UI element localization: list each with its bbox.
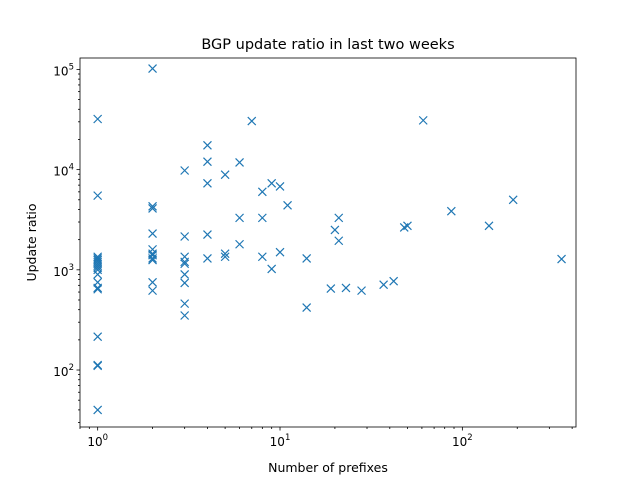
data-point xyxy=(357,286,366,296)
data-point xyxy=(180,278,190,288)
data-point xyxy=(203,230,212,239)
x-axis-label: Number of prefixes xyxy=(268,460,388,475)
data-point xyxy=(148,277,157,287)
data-point xyxy=(93,263,103,273)
data-point xyxy=(93,261,103,271)
data-point xyxy=(302,253,312,263)
data-point xyxy=(341,283,351,293)
data-point xyxy=(235,239,244,249)
data-point xyxy=(267,264,277,274)
y-tick-label: 102 xyxy=(53,363,74,379)
data-point xyxy=(203,178,212,188)
data-point xyxy=(148,286,157,296)
y-tick-label: 103 xyxy=(53,263,74,279)
data-point xyxy=(235,157,244,167)
data-point xyxy=(180,257,190,267)
data-point xyxy=(257,252,267,262)
data-point xyxy=(267,178,277,188)
data-point xyxy=(283,200,292,210)
data-point xyxy=(93,284,103,294)
data-point xyxy=(180,259,190,269)
data-point xyxy=(203,140,212,150)
data-point xyxy=(180,311,190,320)
x-tick-label: 102 xyxy=(452,433,473,449)
data-point xyxy=(220,249,230,259)
plot-frame xyxy=(79,57,577,428)
x-tick-label: 100 xyxy=(87,433,108,449)
data-point xyxy=(235,213,244,223)
data-point xyxy=(203,157,212,167)
data-point xyxy=(508,195,518,205)
data-points xyxy=(93,64,566,415)
data-point xyxy=(446,206,456,216)
data-point xyxy=(180,166,190,175)
data-point xyxy=(148,255,157,265)
data-point xyxy=(93,361,103,371)
data-point xyxy=(148,201,157,211)
y-tick-label: 104 xyxy=(53,163,74,179)
data-point xyxy=(302,303,312,312)
data-point xyxy=(148,229,157,238)
x-tick-label: 101 xyxy=(270,433,291,449)
data-point xyxy=(330,225,340,235)
data-point xyxy=(403,221,412,231)
data-point xyxy=(180,232,190,241)
data-point xyxy=(180,269,190,279)
data-point xyxy=(484,221,494,231)
data-point xyxy=(418,115,428,125)
data-point xyxy=(148,64,157,73)
data-point xyxy=(220,252,230,262)
data-point xyxy=(389,276,399,286)
data-point xyxy=(275,181,285,191)
data-point xyxy=(257,213,267,223)
data-point xyxy=(148,203,157,213)
y-axis: 102 103 104 105 xyxy=(53,62,80,423)
data-point xyxy=(247,116,257,126)
chart-title: BGP update ratio in last two weeks xyxy=(201,37,454,53)
data-point xyxy=(93,283,103,293)
data-point xyxy=(93,269,103,279)
data-point xyxy=(93,405,103,415)
data-point xyxy=(203,253,212,263)
data-point xyxy=(379,280,389,290)
data-point xyxy=(334,236,344,246)
y-axis-label: Update ratio xyxy=(24,203,39,281)
data-point xyxy=(180,299,190,309)
data-point xyxy=(148,253,157,263)
data-point xyxy=(326,284,336,293)
data-point xyxy=(275,247,285,257)
data-point xyxy=(220,170,230,180)
data-point xyxy=(93,114,103,124)
y-tick-label: 105 xyxy=(53,62,74,78)
data-point xyxy=(93,332,103,342)
x-axis: 100 101 102 xyxy=(79,427,573,449)
data-point xyxy=(93,191,103,201)
data-point xyxy=(334,213,344,223)
data-point xyxy=(557,254,566,264)
data-point xyxy=(257,187,267,197)
